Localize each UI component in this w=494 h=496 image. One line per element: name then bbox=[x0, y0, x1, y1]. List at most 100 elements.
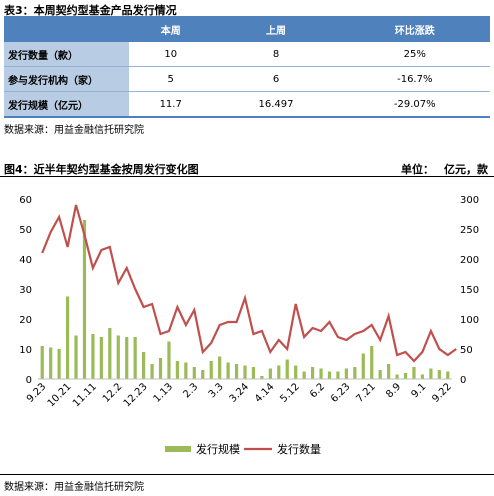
x-tick-label: 6.23 bbox=[329, 381, 353, 405]
bar bbox=[150, 364, 154, 379]
bar bbox=[378, 370, 382, 379]
bar bbox=[310, 367, 315, 379]
bar bbox=[353, 367, 357, 379]
x-tick-label: 3.3 bbox=[207, 381, 226, 400]
y-right-tick-label: 0 bbox=[460, 375, 466, 386]
y-left-tick-label: 50 bbox=[19, 225, 32, 236]
figure4-unit: 单位： 亿元，款 bbox=[401, 161, 488, 177]
bar bbox=[294, 365, 298, 379]
bar bbox=[336, 371, 340, 379]
bar bbox=[370, 346, 374, 379]
unit-value: 亿元，款 bbox=[444, 163, 488, 176]
cell-last-week: 8 bbox=[212, 42, 340, 67]
figure4-source: 数据来源：用益金融信托研究院 bbox=[4, 482, 144, 493]
y-left-tick-label: 60 bbox=[19, 195, 32, 206]
x-tick-label: 8.9 bbox=[384, 381, 403, 400]
y-right-tick-label: 50 bbox=[460, 345, 473, 356]
bar-series bbox=[40, 220, 450, 379]
bar bbox=[201, 370, 205, 379]
legend-swatch-bar bbox=[165, 446, 191, 452]
header-last-week: 上周 bbox=[212, 16, 340, 42]
figure4-caption: 图4：近半年契约型基金按周发行变化图 bbox=[4, 163, 199, 176]
bar bbox=[91, 334, 95, 379]
cell-last-week: 6 bbox=[212, 66, 340, 92]
x-tick-label: 6.2 bbox=[308, 381, 327, 400]
chart-legend: 发行规模 发行数量 bbox=[165, 442, 321, 456]
row-label: 参与发行机构（家） bbox=[4, 66, 129, 92]
bar bbox=[302, 371, 306, 379]
y-left-tick-label: 10 bbox=[19, 345, 32, 356]
cell-last-week: 16.497 bbox=[212, 91, 340, 118]
bar bbox=[209, 361, 213, 379]
bar bbox=[192, 367, 196, 379]
x-tick-label: 9.22 bbox=[430, 381, 454, 405]
bar bbox=[437, 370, 441, 379]
bar bbox=[158, 358, 163, 379]
bar bbox=[74, 335, 78, 379]
y-right-tick-label: 200 bbox=[460, 255, 479, 266]
x-tick-label: 5.12 bbox=[278, 381, 302, 405]
cell-change: -29.07% bbox=[339, 91, 490, 118]
x-tick-label: 7.21 bbox=[354, 381, 378, 405]
legend-label-bar: 发行规模 bbox=[196, 442, 240, 456]
y-left-tick-label: 30 bbox=[19, 285, 32, 296]
bar bbox=[403, 373, 408, 379]
y-right-tick-label: 150 bbox=[460, 285, 479, 296]
bar bbox=[40, 346, 44, 379]
bar bbox=[268, 368, 272, 379]
bar bbox=[49, 347, 53, 379]
cell-this-week: 11.7 bbox=[129, 91, 213, 118]
bar bbox=[142, 352, 146, 379]
header-change: 环比涨跌 bbox=[339, 16, 490, 42]
x-tick-label: 2.3 bbox=[181, 381, 200, 400]
bar bbox=[260, 376, 264, 379]
bar bbox=[251, 367, 256, 379]
x-tick-label: 12.23 bbox=[122, 381, 150, 409]
cell-change: -16.7% bbox=[339, 66, 490, 92]
x-tick-label: 1.13 bbox=[152, 381, 176, 405]
cell-this-week: 5 bbox=[129, 66, 213, 92]
table-row: 发行规模（亿元） 11.7 16.497 -29.07% bbox=[4, 91, 490, 118]
bar bbox=[412, 367, 416, 379]
table-row: 发行数量（款） 10 8 25% bbox=[4, 42, 490, 67]
left-axis-ticks: 0 10 20 30 40 50 60 bbox=[19, 195, 32, 386]
bar bbox=[327, 371, 332, 379]
bar bbox=[285, 359, 289, 379]
bar bbox=[243, 365, 247, 379]
bar bbox=[420, 374, 425, 379]
bar bbox=[234, 364, 239, 379]
bar bbox=[108, 328, 112, 379]
cell-change: 25% bbox=[339, 42, 490, 67]
table3-source: 数据来源：用益金融信托研究院 bbox=[4, 125, 144, 136]
cell-this-week: 10 bbox=[129, 42, 213, 67]
header-this-week: 本周 bbox=[129, 16, 213, 42]
line-series-发行数量 bbox=[41, 204, 457, 363]
x-tick-label: 9.1 bbox=[410, 381, 429, 400]
y-left-tick-label: 20 bbox=[19, 315, 32, 326]
bar bbox=[167, 341, 171, 379]
bar bbox=[277, 365, 281, 379]
bar bbox=[175, 361, 180, 379]
bar bbox=[125, 337, 129, 379]
bar bbox=[429, 368, 433, 379]
bar bbox=[99, 337, 103, 379]
bar bbox=[387, 364, 391, 379]
figure-bottom-rule bbox=[0, 474, 494, 475]
bar bbox=[65, 296, 70, 379]
row-label: 发行规模（亿元） bbox=[4, 91, 129, 118]
row-label: 发行数量（款） bbox=[4, 42, 129, 67]
bar bbox=[344, 368, 348, 379]
legend-label-line: 发行数量 bbox=[277, 442, 321, 456]
x-tick-label: 10.21 bbox=[46, 381, 74, 409]
x-tick-label: 3.24 bbox=[228, 381, 252, 405]
figure-top-rule bbox=[0, 176, 494, 177]
bar bbox=[82, 220, 87, 379]
bar bbox=[226, 362, 230, 379]
bar bbox=[116, 335, 120, 379]
y-left-tick-label: 0 bbox=[26, 375, 32, 386]
issuance-table: 本周 上周 环比涨跌 发行数量（款） 10 8 25% 参与发行机构（家） 5 … bbox=[4, 16, 490, 118]
bar bbox=[218, 356, 222, 379]
table3-caption: 表3：本周契约型基金产品发行情况 bbox=[4, 4, 177, 17]
